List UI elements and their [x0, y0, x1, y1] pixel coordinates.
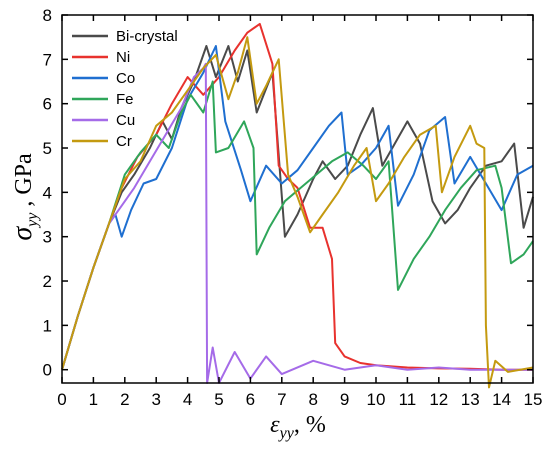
x-axis-symbol: ε — [270, 412, 280, 438]
y-axis-subscript: yy — [24, 212, 41, 229]
series-layer — [61, 22, 534, 389]
x-tick-label: 14 — [492, 390, 511, 409]
x-axis-title: εyy, % — [270, 412, 326, 442]
series-line-cr — [61, 36, 534, 389]
x-tick-label: 13 — [461, 390, 480, 409]
x-tick-label: 4 — [183, 390, 192, 409]
y-tick-label: 2 — [43, 272, 52, 291]
legend-label: Co — [116, 70, 135, 87]
legend-label: Bi-crystal — [116, 28, 178, 45]
y-axis-title: σyy , GPa — [7, 153, 41, 241]
series-line-fe — [61, 80, 534, 370]
legend-label: Ni — [116, 49, 130, 66]
legend-item-cr: Cr — [72, 133, 132, 150]
x-tick-label: 5 — [214, 390, 223, 409]
legend-label: Fe — [116, 91, 134, 108]
y-tick-label: 1 — [43, 316, 52, 335]
y-axis-unit: , GPa — [11, 153, 37, 213]
x-tick-label: 6 — [246, 390, 255, 409]
y-tick-label: 3 — [43, 228, 52, 247]
y-tick-label: 0 — [43, 361, 52, 380]
x-tick-label: 7 — [277, 390, 286, 409]
legend-label: Cr — [116, 133, 132, 150]
x-tick-label: 15 — [524, 390, 543, 409]
x-axis-subscript: yy — [278, 425, 295, 442]
legend-item-ni: Ni — [72, 49, 130, 66]
x-tick-label: 0 — [57, 390, 66, 409]
x-tick-label: 10 — [367, 390, 386, 409]
axes-layer — [61, 14, 534, 384]
legend-item-cu: Cu — [72, 112, 135, 129]
plot-frame — [61, 14, 534, 384]
x-axis-unit: , % — [294, 412, 326, 438]
legend: Bi-crystal Ni Co Fe Cu Cr — [72, 28, 178, 150]
legend-item-bi-crystal: Bi-crystal — [72, 28, 178, 45]
y-tick-label: 8 — [43, 6, 52, 25]
x-tick-label: 9 — [340, 390, 349, 409]
x-tick-label: 3 — [151, 390, 160, 409]
x-tick-label: 1 — [89, 390, 98, 409]
y-tick-label: 6 — [43, 95, 52, 114]
y-tick-label: 5 — [43, 139, 52, 158]
y-axis-symbol: σ — [7, 226, 38, 241]
y-tick-label: 4 — [43, 183, 52, 202]
y-tick-label: 7 — [43, 50, 52, 69]
x-tick-label: 11 — [399, 390, 417, 409]
series-line-cu — [61, 62, 533, 384]
legend-item-fe: Fe — [72, 91, 134, 108]
series-line-bi-crystal — [61, 45, 534, 370]
legend-label: Cu — [116, 112, 135, 129]
x-tick-label: 12 — [429, 390, 448, 409]
legend-item-co: Co — [72, 70, 135, 87]
x-tick-label: 2 — [120, 390, 129, 409]
x-tick-label: 8 — [308, 390, 317, 409]
